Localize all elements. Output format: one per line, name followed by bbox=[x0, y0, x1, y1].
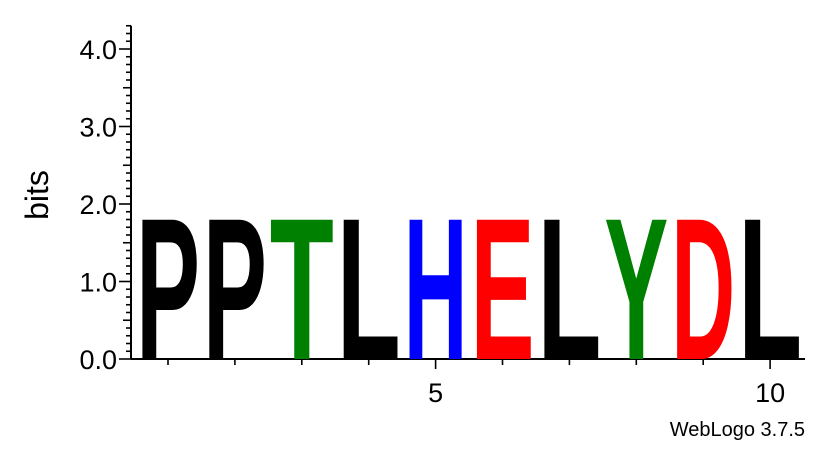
y-tick-label: 0.0 bbox=[79, 345, 117, 375]
y-axis-label: bits bbox=[19, 170, 55, 220]
logo-letter-l-pos-4: L bbox=[337, 177, 401, 403]
y-tick-label: 1.0 bbox=[79, 268, 117, 298]
logo-letter-d-pos-9: D bbox=[671, 178, 735, 403]
y-tick-label: 3.0 bbox=[79, 113, 117, 143]
logo-letter-e-pos-6: E bbox=[471, 176, 535, 402]
logo-letter-p-pos-1: P bbox=[136, 176, 200, 402]
x-tick-label: 5 bbox=[428, 378, 443, 408]
logo-letter-h-pos-5: H bbox=[404, 178, 468, 403]
logo-letter-l-pos-10: L bbox=[738, 177, 802, 403]
y-tick-label: 2.0 bbox=[79, 190, 117, 220]
logo-letter-p-pos-2: P bbox=[203, 176, 267, 402]
y-axis: 0.0 1.0 2.0 3.0 4.0 bbox=[79, 24, 132, 375]
x-axis: 5 10 bbox=[131, 358, 805, 408]
logo-letter-t-pos-3: T bbox=[270, 177, 334, 403]
logo-letter-y-pos-8: Y bbox=[604, 176, 668, 402]
weblogo-version-label: WebLogo 3.7.5 bbox=[670, 419, 805, 441]
y-tick-label: 4.0 bbox=[79, 35, 117, 65]
logo-letter-l-pos-7: L bbox=[537, 177, 601, 403]
x-tick-label: 10 bbox=[755, 378, 785, 408]
